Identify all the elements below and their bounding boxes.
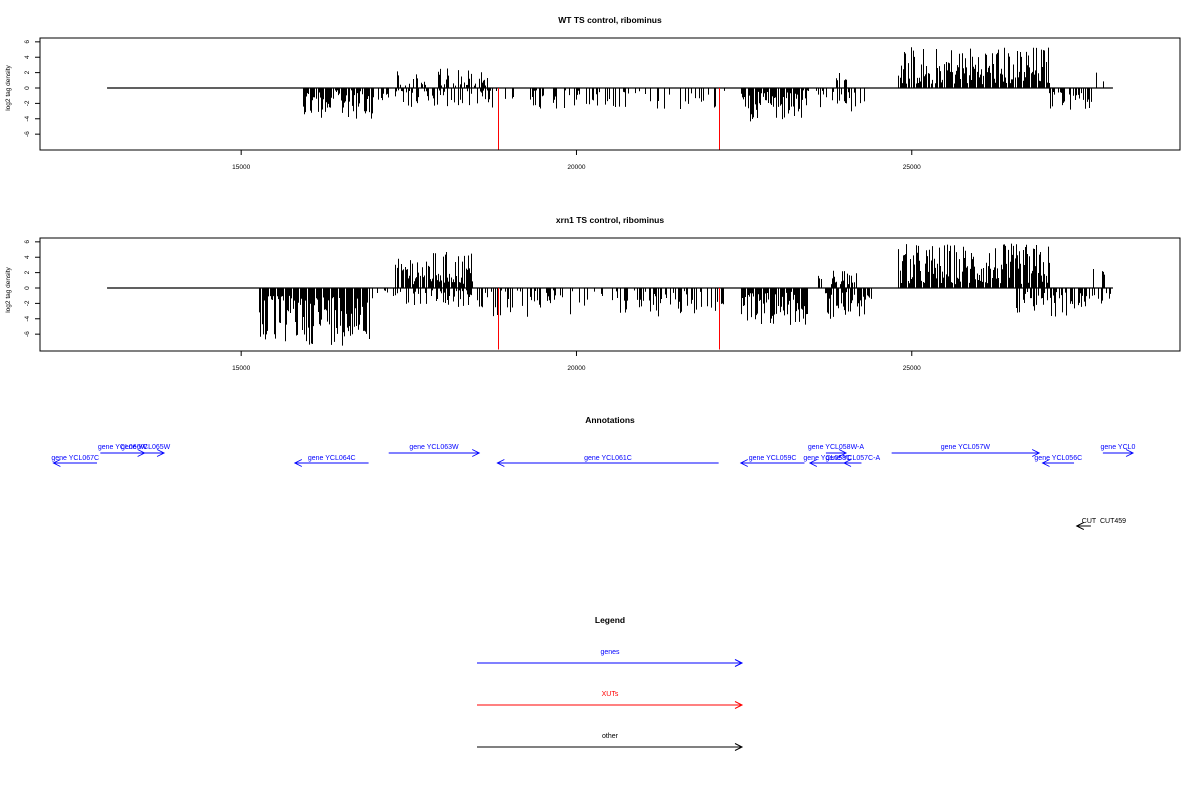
x-tick-label: 15000 (232, 164, 250, 171)
arrow-head-icon (734, 659, 744, 667)
legend: Legend genes XUTs other (477, 615, 744, 751)
arrow-head-icon (293, 459, 303, 467)
y-tick-label: -6 (24, 331, 31, 337)
y-tick-label: 6 (24, 40, 31, 44)
y-tick-label: -4 (24, 115, 31, 121)
annotation-feature: gene YCL064C (293, 455, 369, 467)
annotation-feature: gene YCL056C (1034, 455, 1082, 467)
y-tick-label: 0 (24, 86, 31, 90)
arrow-head-icon (838, 449, 848, 457)
feature-label: gene YCL0 (1101, 444, 1136, 451)
y-tick-labels: 6 4 2 0 -2 -4 -6 (24, 40, 31, 137)
feature-label: gene YCL058C (803, 455, 851, 462)
x-tick-labels: 15000 20000 25000 (232, 365, 921, 372)
y-tick-label: 0 (24, 286, 31, 290)
x-tick-labels: 15000 20000 25000 (232, 164, 921, 171)
legend-item: other (477, 733, 744, 751)
feature-label: gene YCL064C (308, 455, 356, 462)
signal-bars (107, 243, 1113, 350)
annotation-feature: gene YCL058C (803, 455, 851, 467)
feature-label: gene YCL063W (409, 444, 459, 451)
y-tick-label: 2 (24, 70, 31, 74)
xrn1-signal-panel: xrn1 TS control, ribominus log2 tag dens… (5, 215, 1181, 372)
legend-item: genes (477, 649, 744, 667)
annotation-feature: gene YCL065W (121, 444, 171, 457)
y-axis-label: log2 tag density (5, 266, 12, 312)
feature-label: CUT (1082, 518, 1097, 525)
feature-label: gene YCL061C (584, 455, 632, 462)
arrow-head-icon (734, 701, 744, 709)
annotation-feature: gene YCL059C (739, 455, 805, 467)
arrow-head-icon (734, 743, 744, 751)
feature-label: gene YCL067C (51, 455, 99, 462)
plot-frame (39, 237, 1181, 352)
y-tick-label: -2 (24, 100, 31, 106)
x-tick-label: 25000 (903, 164, 921, 171)
y-tick-labels: 6 4 2 0 -2 -4 -6 (24, 240, 31, 337)
arrow-head-icon (843, 459, 852, 467)
annotation-feature: gene YCL0 (1101, 444, 1136, 457)
plot-frame (39, 37, 1181, 151)
y-tick-label: -6 (24, 131, 31, 137)
annotation-feature: gene YCL061C (496, 455, 719, 467)
arrow-head-icon (1041, 459, 1050, 467)
annotation-feature: gene YCL057W (891, 444, 1041, 457)
feature-label: gene YCL059C (749, 455, 797, 462)
x-tick-label: 20000 (567, 365, 585, 372)
legend-item: XUTs (477, 691, 744, 709)
arrow-head-icon (156, 449, 166, 457)
y-tick-label: -2 (24, 300, 31, 306)
panel-title: xrn1 TS control, ribominus (556, 215, 664, 225)
legend-label: genes (600, 649, 620, 656)
feature-label: CUT459 (1100, 518, 1126, 525)
annotations-title: Annotations (585, 415, 635, 425)
y-tick-label: 4 (24, 255, 31, 259)
arrow-head-icon (739, 459, 748, 467)
arrow-head-icon (1125, 449, 1135, 457)
y-tick-label: 6 (24, 240, 31, 244)
y-tick-label: -4 (24, 315, 31, 321)
annotation-feature: gene YCL067C (51, 455, 99, 467)
x-tick-label: 20000 (567, 164, 585, 171)
feature-label: gene YCL056C (1034, 455, 1082, 462)
annotation-feature: gene YCL057C-A (825, 455, 880, 467)
y-axis-label: log2 tag density (5, 64, 12, 110)
legend-label: other (602, 733, 619, 740)
arrow-head-icon (1031, 449, 1041, 457)
y-tick-label: 2 (24, 270, 31, 274)
legend-items: genes XUTs other (477, 649, 744, 751)
annotation-feature: CUT459 (1075, 518, 1126, 530)
arrow-head-icon (52, 459, 61, 467)
feature-label: gene YCL058W-A (808, 444, 864, 451)
arrow-head-icon (472, 449, 481, 457)
annotation-feature: gene YCL058W-A (808, 444, 864, 457)
x-tick-label: 15000 (232, 365, 250, 372)
feature-label: gene YCL065W (121, 444, 171, 451)
feature-label: gene YCL066W (98, 444, 148, 451)
signal-bars (107, 47, 1113, 150)
wt-signal-panel: WT TS control, ribominus log2 tag densit… (5, 15, 1181, 171)
feature-label: gene YCL057C-A (825, 455, 880, 462)
x-tick-label: 25000 (903, 365, 921, 372)
feature-label: gene YCL057W (941, 444, 991, 451)
annotation-feature: gene YCL063W (388, 444, 481, 457)
legend-title: Legend (595, 615, 625, 625)
panel-title: WT TS control, ribominus (558, 15, 662, 25)
arrow-head-icon (496, 459, 505, 467)
arrow-head-icon (808, 459, 818, 467)
y-tick-label: 4 (24, 55, 31, 59)
arrow-head-icon (1075, 522, 1084, 530)
legend-label: XUTs (602, 691, 619, 698)
